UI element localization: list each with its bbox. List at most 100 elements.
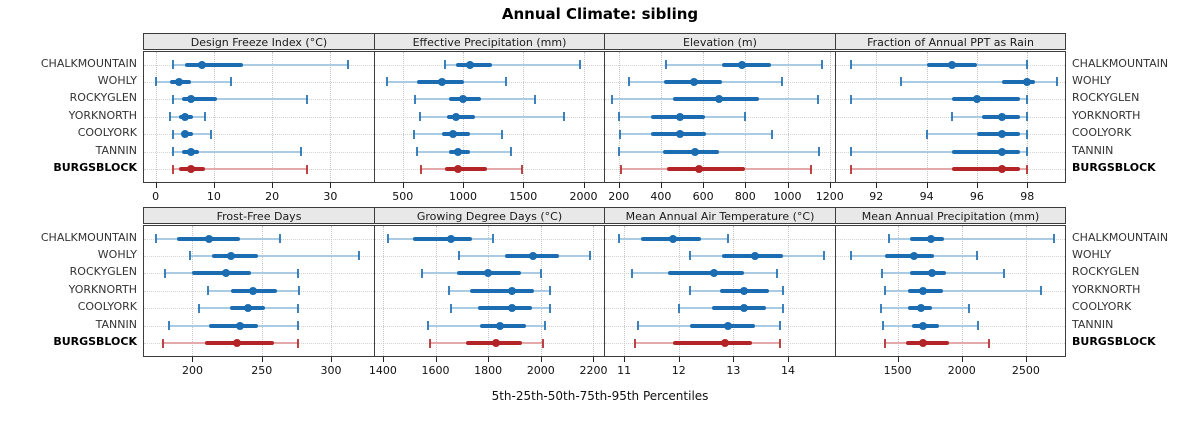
range-5-95 — [155, 80, 232, 83]
median-dot — [496, 321, 505, 330]
row-label-right-coolyork: COOLYORK — [1072, 300, 1132, 314]
whisker-cap — [1026, 164, 1029, 174]
median-dot — [714, 95, 723, 104]
whisker-cap — [172, 147, 175, 157]
x-tick-label: 800 — [734, 190, 756, 203]
x-tick-label: 94 — [919, 190, 934, 203]
median-dot — [751, 251, 760, 260]
panel-effective-precipitation-mm- — [374, 51, 605, 183]
x-tick-label: 1400 — [368, 364, 397, 377]
median-dot — [947, 60, 956, 69]
whisker-cap — [172, 60, 175, 69]
x-tick-mark — [926, 183, 928, 188]
whisker-cap — [458, 251, 461, 261]
range-25-75 — [413, 236, 473, 241]
median-dot — [453, 147, 462, 156]
x-tick-mark — [583, 183, 585, 188]
x-tick-label: 600 — [692, 190, 714, 203]
whisker-cap — [1040, 286, 1043, 296]
vgridline — [272, 52, 274, 182]
whisker-cap — [296, 338, 299, 348]
x-tick-label: 400 — [650, 190, 672, 203]
range-25-75 — [444, 167, 488, 172]
whisker-cap — [988, 338, 991, 348]
range-5-95 — [884, 289, 1042, 292]
x-tick-label: 1000 — [773, 190, 802, 203]
range-25-75 — [184, 62, 243, 67]
whisker-cap — [198, 303, 201, 313]
panel-fraction-of-annual-ppt-as-rain — [835, 51, 1066, 183]
x-tick-mark — [272, 183, 274, 188]
whisker-cap — [429, 338, 432, 348]
whisker-cap — [781, 303, 784, 313]
hgridline — [144, 116, 374, 118]
vgridline — [787, 52, 789, 182]
x-tick-mark — [624, 357, 626, 362]
whisker-cap — [883, 338, 886, 348]
row-label-left-burgsblock: BURGSBLOCK — [53, 161, 137, 175]
x-tick-mark — [488, 357, 490, 362]
row-label-right-rockyglen: ROCKYGLEN — [1072, 265, 1140, 279]
median-dot — [507, 304, 516, 313]
whisker-cap — [447, 286, 450, 296]
whisker-cap — [357, 251, 360, 261]
median-dot — [243, 304, 252, 313]
whisker-cap — [1026, 129, 1029, 139]
median-dot — [249, 286, 258, 295]
median-dot — [186, 95, 195, 104]
median-dot — [740, 286, 749, 295]
row-label-left-tannin: TANNIN — [95, 143, 137, 157]
range-25-75 — [192, 271, 251, 276]
vgridline — [624, 226, 626, 356]
panel-growing-degree-days-c- — [374, 225, 605, 357]
row-label-left-coolyork: COOLYORK — [77, 300, 137, 314]
x-tick-mark — [733, 357, 735, 362]
range-5-95 — [901, 80, 1058, 83]
vgridline — [926, 52, 928, 182]
x-tick-mark — [787, 183, 789, 188]
range-25-75 — [689, 323, 756, 328]
x-tick-label: 1500 — [883, 364, 912, 377]
median-dot — [669, 234, 678, 243]
x-tick-label: 200 — [608, 190, 630, 203]
whisker-cap — [881, 321, 884, 331]
row-label-right-chalkmountain: CHALKMOUNTAIN — [1072, 230, 1169, 244]
vgridline — [192, 226, 194, 356]
whisker-cap — [230, 77, 233, 87]
range-25-75 — [209, 323, 258, 328]
row-label-right-tannin: TANNIN — [1072, 143, 1114, 157]
whisker-cap — [778, 338, 781, 348]
panel-header-design-freeze-index-c-: Design Freeze Index (°C) — [143, 33, 375, 50]
range-5-95 — [189, 254, 359, 257]
whisker-cap — [416, 147, 419, 157]
panel-header-fraction-of-annual-ppt-as-rain: Fraction of Annual PPT as Rain — [835, 33, 1066, 50]
whisker-cap — [821, 60, 824, 69]
whisker-cap — [1026, 94, 1029, 104]
row-label-right-chalkmountain: CHALKMOUNTAIN — [1072, 56, 1169, 70]
whisker-cap — [346, 60, 349, 69]
whisker-cap — [818, 147, 821, 157]
range-25-75 — [456, 62, 492, 67]
x-tick-mark — [261, 357, 263, 362]
x-tick-label: 1800 — [474, 364, 503, 377]
whisker-cap — [426, 321, 429, 331]
median-dot — [710, 269, 719, 278]
vgridline — [213, 52, 215, 182]
whisker-cap — [510, 147, 513, 157]
median-dot — [910, 251, 919, 260]
whisker-cap — [306, 94, 309, 104]
whisker-cap — [579, 60, 582, 69]
whisker-cap — [900, 77, 903, 87]
row-label-left-wohly: WOHLY — [97, 247, 137, 261]
whisker-cap — [925, 129, 928, 139]
x-tick-label: 2200 — [579, 364, 608, 377]
median-dot — [723, 321, 732, 330]
whisker-cap — [539, 268, 542, 278]
x-tick-label: 2000 — [569, 190, 598, 203]
x-tick-mark — [155, 183, 157, 188]
panel-mean-annual-precipitation-mm- — [835, 225, 1066, 357]
whisker-cap — [850, 164, 853, 174]
whisker-cap — [850, 147, 853, 157]
whisker-cap — [636, 321, 639, 331]
